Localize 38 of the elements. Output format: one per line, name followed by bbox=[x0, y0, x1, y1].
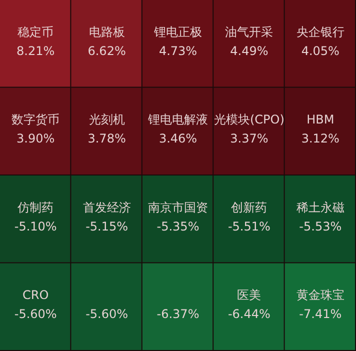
category-label: 锂电正极 bbox=[153, 24, 202, 39]
category-label: CRO bbox=[22, 288, 49, 302]
data-label: 6.62% bbox=[88, 44, 126, 58]
category-label: 首发经济 bbox=[82, 200, 131, 214]
category-label: 医美 bbox=[237, 288, 262, 302]
category-label: 稳定币 bbox=[18, 24, 54, 39]
category-label: 数字货币 bbox=[12, 112, 60, 127]
data-label: 4.49% bbox=[230, 44, 268, 58]
data-label: -6.37% bbox=[156, 307, 200, 322]
category-label: 央企银行 bbox=[296, 24, 344, 39]
category-label: 光刻机 bbox=[88, 112, 125, 127]
category-label: 创新药 bbox=[231, 200, 268, 214]
data-label: -5.35% bbox=[156, 219, 200, 234]
data-label: -5.60% bbox=[86, 307, 128, 322]
data-label: 3.90% bbox=[16, 132, 55, 146]
data-label: 4.05% bbox=[301, 44, 340, 58]
category-label: 稀土永磁 bbox=[296, 200, 344, 214]
data-label: -6.44% bbox=[228, 307, 270, 322]
data-label: -5.15% bbox=[86, 219, 128, 234]
data-label: 3.78% bbox=[88, 132, 126, 146]
data-label: -5.51% bbox=[228, 219, 270, 234]
data-label: -5.10% bbox=[14, 219, 57, 234]
data-label: 3.37% bbox=[230, 132, 268, 146]
data-label: -5.60% bbox=[14, 307, 57, 322]
data-label: -7.41% bbox=[299, 307, 342, 322]
data-label: 4.73% bbox=[158, 44, 198, 58]
category-label: 黄金珠宝 bbox=[296, 288, 344, 302]
category-label: 仿制药 bbox=[16, 200, 54, 214]
category-label: 光模块(CPO) bbox=[214, 112, 284, 127]
category-label: HBM bbox=[306, 112, 334, 127]
data-label: 8.21% bbox=[16, 44, 55, 58]
data-label: 3.12% bbox=[301, 132, 340, 146]
category-label: 锂电电解液 bbox=[147, 112, 208, 127]
category-label: 南京市国资 bbox=[148, 200, 208, 214]
data-label: -5.53% bbox=[299, 219, 342, 234]
data-label: 3.46% bbox=[158, 132, 198, 146]
category-label: 电路板 bbox=[88, 24, 125, 39]
category-label: 油气开采 bbox=[225, 24, 274, 39]
